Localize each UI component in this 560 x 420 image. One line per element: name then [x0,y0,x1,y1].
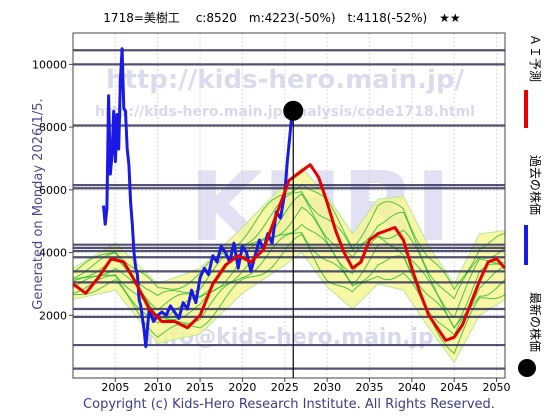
x-tick-label: 2010 [144,381,172,394]
latest-price-marker [283,100,304,121]
y-tick-label: 4000 [39,247,67,260]
plot-area: KHRIhttp://kids-hero.main.jp/http://kids… [32,32,511,394]
x-tick-label: 2030 [313,381,341,394]
legend-forecast-label: ＡＩ予測 [528,34,542,82]
legend: ＡＩ予測 過去の株価 最新の株価 [518,34,543,377]
x-tick-label: 2040 [398,381,426,394]
prediction-fan-line [73,191,505,300]
prediction-fan-line [73,183,505,291]
legend-past-label: 過去の株価 [528,155,543,215]
legend-past-swatch [524,225,528,265]
past-price-line [102,47,295,349]
legend-item-latest: 最新の株価 [518,292,543,377]
watermark-url: http://kids-hero.main.jp/ [106,65,465,95]
x-tick-label: 2045 [440,381,468,394]
y-tick-label: 6000 [39,184,67,197]
y-tick-label: 10000 [32,58,67,71]
forecast-line [73,163,505,342]
prediction-fan-line [73,193,505,319]
generated-date-label: Generated on Monday 2026/1/5. [31,98,46,309]
x-tick-label: 2005 [101,381,129,394]
x-tick-label: 2020 [228,381,256,394]
legend-forecast-swatch [524,90,528,128]
copyright-footer: Copyright (c) Kids-Hero Research Institu… [83,397,495,412]
legend-item-past: 過去の株価 [524,155,543,265]
y-tick-label: 2000 [39,309,67,322]
x-tick-label: 2015 [186,381,214,394]
x-tick-label: 2025 [271,381,299,394]
plot-clipped-group: KHRIhttp://kids-hero.main.jp/http://kids… [73,33,505,378]
legend-latest-label: 最新の株価 [528,292,543,352]
legend-item-forecast: ＡＩ予測 [524,34,542,128]
x-tick-label: 2050 [483,381,511,394]
legend-latest-dot [518,359,536,377]
plot-frame [72,32,506,379]
y-tick-label: 8000 [39,121,67,134]
chart-title: 1718=美樹工 c:8520 m:4223(-50%) t:4118(-52%… [103,11,460,25]
x-tick-label: 2035 [355,381,383,394]
